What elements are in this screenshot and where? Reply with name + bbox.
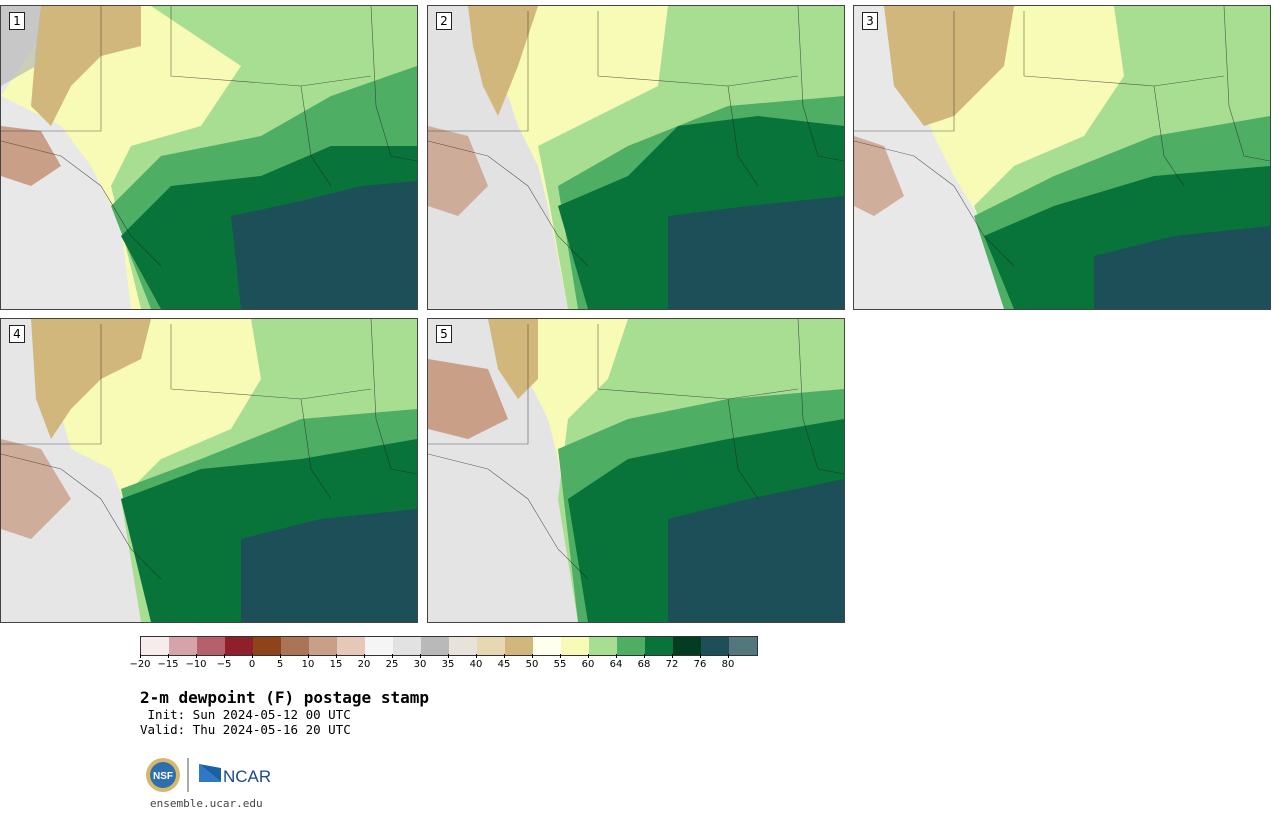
colorbar-tick-label: 76: [693, 659, 707, 670]
colorbar-ticks: −20 −15 −10 −5 0 5 10 15 20 25 30 35 40 45 50 55 60 64 68 7…: [129, 654, 756, 674]
map-panel-4: 4: [0, 318, 418, 623]
colorbar-tick-label: 50: [525, 659, 539, 670]
logos: NSF NCAR: [144, 756, 274, 794]
colorbar-tick-label: 40: [469, 659, 483, 670]
colorbar-swatch: [281, 637, 309, 655]
colorbar-swatch: [561, 637, 589, 655]
colorbar-tick-label: 68: [637, 659, 651, 670]
colorbar-swatch: [505, 637, 533, 655]
dewpoint-map-5: [428, 319, 844, 622]
colorbar-tick-label: 0: [248, 659, 256, 670]
colorbar-swatch: [617, 637, 645, 655]
valid-time: Valid: Thu 2024-05-16 20 UTC: [140, 722, 351, 737]
colorbar-tick: [448, 654, 449, 658]
colorbar-swatch: [645, 637, 673, 655]
colorbar-tick: [224, 654, 225, 658]
nsf-ncar-logo: NSF NCAR: [146, 758, 271, 792]
colorbar-tick-label: 45: [497, 659, 511, 670]
colorbar-swatch: [169, 637, 197, 655]
colorbar-tick-label: 35: [441, 659, 455, 670]
colorbar-swatch: [729, 637, 757, 655]
colorbar-tick: [140, 654, 141, 658]
map-panel-1: 1: [0, 5, 418, 310]
colorbar-swatch: [533, 637, 561, 655]
colorbar-swatch: [365, 637, 393, 655]
ncar-logo-icon: NCAR: [199, 764, 271, 786]
colorbar-tick-label: −10: [185, 659, 207, 670]
colorbar-tick: [420, 654, 421, 658]
colorbar-tick: [308, 654, 309, 658]
colorbar-swatch: [309, 637, 337, 655]
panel-number-label: 3: [862, 12, 878, 30]
colorbar-swatch: [673, 637, 701, 655]
colorbar-swatch: [253, 637, 281, 655]
colorbar-tick-label: −15: [157, 659, 179, 670]
colorbar-swatch: [421, 637, 449, 655]
colorbar-tick: [728, 654, 729, 658]
colorbar-tick-label: 60: [581, 659, 595, 670]
colorbar-tick-label: 15: [329, 659, 343, 670]
colorbar-swatch: [449, 637, 477, 655]
website-url: ensemble.ucar.edu: [150, 797, 263, 810]
colorbar-tick: [588, 654, 589, 658]
colorbar-tick: [252, 654, 253, 658]
panel-number-label: 2: [436, 12, 452, 30]
colorbar-swatch: [477, 637, 505, 655]
map-panel-2: 2: [427, 5, 845, 310]
colorbar-swatch: [701, 637, 729, 655]
colorbar-tick-label: 5: [276, 659, 284, 670]
colorbar-tick: [364, 654, 365, 658]
colorbar-tick: [336, 654, 337, 658]
colorbar-tick: [476, 654, 477, 658]
svg-text:NSF: NSF: [153, 771, 173, 782]
colorbar: [140, 636, 758, 656]
map-panel-5: 5: [427, 318, 845, 623]
map-panel-3: 3: [853, 5, 1271, 310]
dewpoint-map-1: [1, 6, 417, 309]
colorbar-swatch: [225, 637, 253, 655]
init-time: Init: Sun 2024-05-12 00 UTC: [140, 707, 351, 722]
colorbar-tick: [280, 654, 281, 658]
svg-text:NCAR: NCAR: [223, 767, 271, 786]
colorbar-swatch: [393, 637, 421, 655]
colorbar-tick-label: 80: [721, 659, 735, 670]
colorbar-tick-label: 25: [385, 659, 399, 670]
colorbar-tick: [168, 654, 169, 658]
colorbar-tick: [700, 654, 701, 658]
nsf-logo-icon: NSF: [146, 758, 180, 792]
colorbar-tick: [196, 654, 197, 658]
colorbar-tick-label: 72: [665, 659, 679, 670]
colorbar-swatch: [337, 637, 365, 655]
colorbar-tick: [644, 654, 645, 658]
dewpoint-map-3: [854, 6, 1270, 309]
colorbar-tick: [560, 654, 561, 658]
colorbar-tick: [532, 654, 533, 658]
colorbar-tick-label: 55: [553, 659, 567, 670]
chart-title: 2-m dewpoint (F) postage stamp: [140, 688, 429, 707]
colorbar-swatch: [141, 637, 169, 655]
colorbar-tick-label: 10: [301, 659, 315, 670]
colorbar-tick-label: 64: [609, 659, 623, 670]
colorbar-tick-label: 30: [413, 659, 427, 670]
colorbar-tick: [616, 654, 617, 658]
colorbar-tick-label: −5: [216, 659, 232, 670]
colorbar-tick-label: −20: [129, 659, 151, 670]
panel-number-label: 5: [436, 325, 452, 343]
colorbar-swatch: [197, 637, 225, 655]
panel-number-label: 4: [9, 325, 25, 343]
dewpoint-map-4: [1, 319, 417, 622]
panel-number-label: 1: [9, 12, 25, 30]
colorbar-tick: [672, 654, 673, 658]
colorbar-tick: [504, 654, 505, 658]
colorbar-tick: [392, 654, 393, 658]
colorbar-swatch: [589, 637, 617, 655]
dewpoint-map-2: [428, 6, 844, 309]
colorbar-tick-label: 20: [357, 659, 371, 670]
